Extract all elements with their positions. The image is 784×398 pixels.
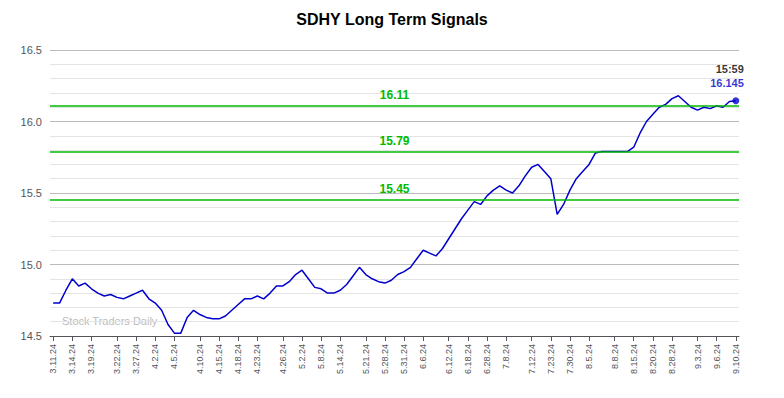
svg-text:7.8.24: 7.8.24 [501,344,511,369]
svg-text:7.30.24: 7.30.24 [565,344,575,374]
svg-text:4.18.24: 4.18.24 [233,344,243,374]
svg-text:5.28.24: 5.28.24 [380,344,390,374]
svg-text:16.11: 16.11 [380,88,410,102]
svg-text:4.10.24: 4.10.24 [195,344,205,374]
svg-text:4.2.24: 4.2.24 [150,344,160,369]
svg-text:5.31.24: 5.31.24 [399,344,409,374]
svg-text:SDHY Long Term Signals: SDHY Long Term Signals [296,11,488,28]
svg-text:16.5: 16.5 [21,44,42,56]
svg-text:16.145: 16.145 [710,77,744,89]
svg-text:6.6.24: 6.6.24 [418,344,428,369]
svg-text:4.23.24: 4.23.24 [252,344,262,374]
svg-text:14.5: 14.5 [21,330,42,342]
svg-text:9.3.24: 9.3.24 [693,344,703,369]
svg-text:8.8.24: 8.8.24 [610,344,620,369]
svg-text:8.15.24: 8.15.24 [629,344,639,374]
svg-text:15.79: 15.79 [379,134,409,148]
svg-text:5.14.24: 5.14.24 [335,344,345,374]
svg-text:Stock Traders Daily: Stock Traders Daily [62,315,158,327]
svg-text:4.15.24: 4.15.24 [214,344,224,374]
svg-text:16.0: 16.0 [21,116,42,128]
svg-text:15.0: 15.0 [21,259,42,271]
svg-text:3.27.24: 3.27.24 [131,344,141,374]
svg-text:6.28.24: 6.28.24 [482,344,492,374]
svg-text:3.22.24: 3.22.24 [112,344,122,374]
svg-text:3.19.24: 3.19.24 [86,344,96,374]
svg-text:7.12.24: 7.12.24 [527,344,537,374]
svg-text:8.20.24: 8.20.24 [648,344,658,374]
svg-text:5.8.24: 5.8.24 [316,344,326,369]
svg-text:5.2.24: 5.2.24 [297,344,307,369]
svg-text:15.45: 15.45 [379,182,409,196]
svg-text:9.6.24: 9.6.24 [712,344,722,369]
svg-text:8.5.24: 8.5.24 [584,344,594,369]
svg-text:6.12.24: 6.12.24 [444,344,454,374]
svg-text:9.10.24: 9.10.24 [731,344,741,374]
svg-text:4.5.24: 4.5.24 [169,344,179,369]
svg-text:3.14.24: 3.14.24 [67,344,77,374]
svg-text:8.28.24: 8.28.24 [667,344,677,374]
svg-text:15:59: 15:59 [716,63,744,75]
svg-text:7.23.24: 7.23.24 [546,344,556,374]
svg-text:4.26.24: 4.26.24 [278,344,288,374]
svg-text:15.5: 15.5 [21,187,42,199]
svg-text:3.11.24: 3.11.24 [48,344,58,373]
svg-text:5.21.24: 5.21.24 [361,344,371,374]
svg-text:6.18.24: 6.18.24 [463,344,473,374]
